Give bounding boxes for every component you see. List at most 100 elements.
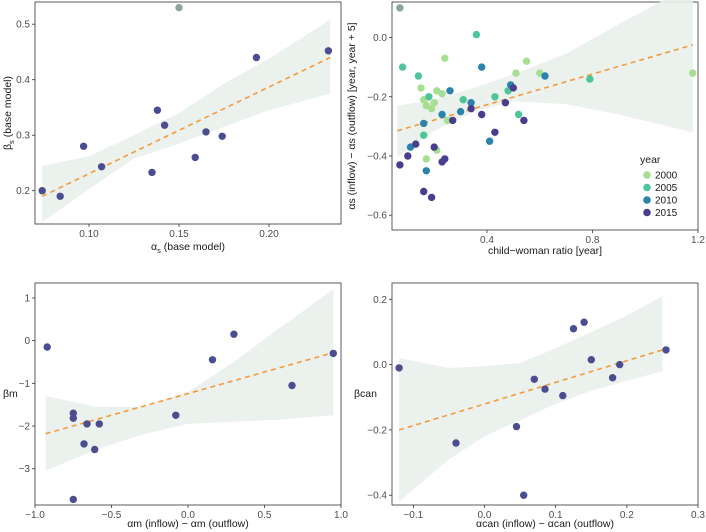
p1-data-point [160, 121, 169, 129]
panel-1-x-axis-label: αs (base model) [151, 241, 225, 255]
p2-data-point [459, 96, 467, 104]
panel-4-frame [391, 282, 699, 506]
p3-data-point [80, 440, 88, 448]
p2-data-point [456, 107, 465, 116]
panel-2-y-ticks: 0.0 −0.2 −0.4 −0.6 [367, 33, 392, 222]
p2-data-point [422, 167, 430, 175]
p1-y-tick-label: 0.3 [16, 131, 30, 142]
panel-1-confidence-band [42, 19, 331, 223]
p3-data-point [288, 381, 296, 390]
p2-data-point [446, 87, 454, 95]
p4-x-tick-label: 0.2 [620, 510, 634, 521]
p4-y-tick-label: −0.4 [367, 491, 387, 502]
panel-2-points [396, 4, 697, 202]
p3-x-tick-label: −0.5 [102, 510, 122, 521]
p4-y-tick-label: 0.0 [373, 360, 387, 371]
p2-data-point [420, 131, 428, 139]
p3-x-tick-label: 0.5 [258, 510, 272, 521]
p1-x-tick-label: 0.10 [79, 229, 99, 240]
p1-data-point [79, 142, 88, 150]
legend-label-2015: 2015 [655, 208, 678, 219]
p3-y-tick-label: −2 [19, 422, 31, 433]
p2-trend-segment [397, 44, 693, 132]
p1-x-tick-label: 0.20 [259, 229, 279, 240]
p1-data-point [324, 47, 333, 55]
p2-data-point [430, 143, 438, 151]
p2-x-tick-label: 1.2 [691, 235, 705, 246]
p2-data-point [491, 128, 499, 136]
p2-data-point [512, 69, 520, 77]
p4-band-area [399, 296, 663, 502]
p2-data-point [478, 63, 486, 71]
p2-data-point [420, 119, 428, 128]
p4-x-tick-label: 0.1 [549, 510, 563, 521]
p2-data-point [422, 155, 430, 163]
legend-swatch-2000 [643, 171, 651, 179]
panel-1-x-ticks: 0.10 0.15 0.20 [79, 224, 279, 240]
p1-data-point [153, 106, 162, 114]
p3-data-point [329, 349, 337, 358]
p4-data-point [616, 360, 624, 369]
p3-y-tick-label: 0 [24, 336, 30, 347]
p2-data-point [514, 110, 523, 119]
p4-data-point [530, 375, 538, 383]
panel-1-y-ticks: 0.2 0.3 0.4 0.5 [16, 20, 35, 197]
panel-3-y-ticks: 1 0 −1 −2 −3 [19, 293, 35, 475]
panel-2-trend-line [397, 44, 693, 132]
p2-data-point [427, 104, 436, 113]
p3-data-point [172, 411, 180, 419]
p2-data-point [420, 187, 428, 196]
p1-data-point [38, 187, 46, 195]
p4-y-tick-label: −0.2 [367, 425, 387, 436]
p2-data-point [520, 116, 528, 125]
p2-data-point [467, 99, 475, 107]
p3-data-point [69, 414, 78, 422]
p2-data-point [689, 69, 697, 77]
p3-x-tick-label: −1.0 [25, 510, 45, 521]
p3-data-point [69, 495, 78, 504]
p2-data-point [467, 104, 475, 113]
legend-swatch-2005 [643, 183, 651, 192]
p2-data-point [425, 93, 433, 101]
panel-4-x-axis-label: αcan (inflow) − αcan (outflow) [476, 518, 614, 530]
p1-y-tick-label: 0.5 [16, 20, 30, 31]
p2-x-tick-label: 0.4 [480, 235, 494, 246]
p2-data-point [478, 110, 486, 119]
p3-x-tick-label: 1.0 [334, 510, 348, 521]
p2-data-point [586, 75, 594, 83]
panel-2-x-axis-label: child−woman ratio [year] [488, 245, 602, 257]
p4-x-tick-label: −0.1 [403, 510, 423, 521]
p1-data-point [97, 163, 106, 171]
p4-data-point [520, 491, 528, 499]
panel-3-trend-line [45, 351, 334, 435]
p1-data-point [56, 192, 64, 200]
panel-3-y-axis-label: βm [3, 388, 18, 400]
p2-data-point [522, 57, 531, 65]
p4-x-tick-label: 0.0 [478, 510, 492, 521]
p2-y-tick-label: −0.2 [367, 92, 387, 103]
p4-data-point [395, 364, 403, 372]
p2-data-point [509, 84, 517, 92]
p4-data-point [608, 374, 617, 382]
panel-child-woman-ratio: 0.4 0.8 1.2 0.0 −0.2 −0.4 −0.6 child−woman ra… [346, 0, 705, 257]
p4-data-point [541, 385, 549, 393]
legend-swatch-2015 [643, 208, 651, 217]
panel-2-x-ticks: 0.4 0.8 1.2 [480, 230, 705, 246]
p2-y-tick-label: −0.6 [367, 211, 387, 222]
p1-band-area [42, 19, 331, 223]
p1-data-point [148, 168, 156, 177]
legend-label-2000: 2000 [655, 171, 678, 182]
p2-data-point [441, 155, 449, 163]
panel-4-points [395, 318, 670, 499]
p3-data-point [91, 445, 99, 454]
legend-title: year [640, 154, 661, 166]
p3-y-tick-label: 1 [24, 293, 30, 304]
panel-alpha-can-beta-can: −0.1 0.0 0.1 0.2 0.3 0.2 0.0 −0.2 −0.4 αcan (in… [354, 282, 705, 530]
p3-data-point [43, 343, 51, 351]
panel-1-y-axis-label: βs (base model) [2, 76, 16, 150]
p4-data-point [580, 318, 588, 326]
p3-data-point [230, 330, 238, 338]
p4-data-point [662, 346, 670, 354]
panel-4-y-axis-label: βcan [354, 388, 377, 400]
p1-data-point [252, 53, 261, 62]
